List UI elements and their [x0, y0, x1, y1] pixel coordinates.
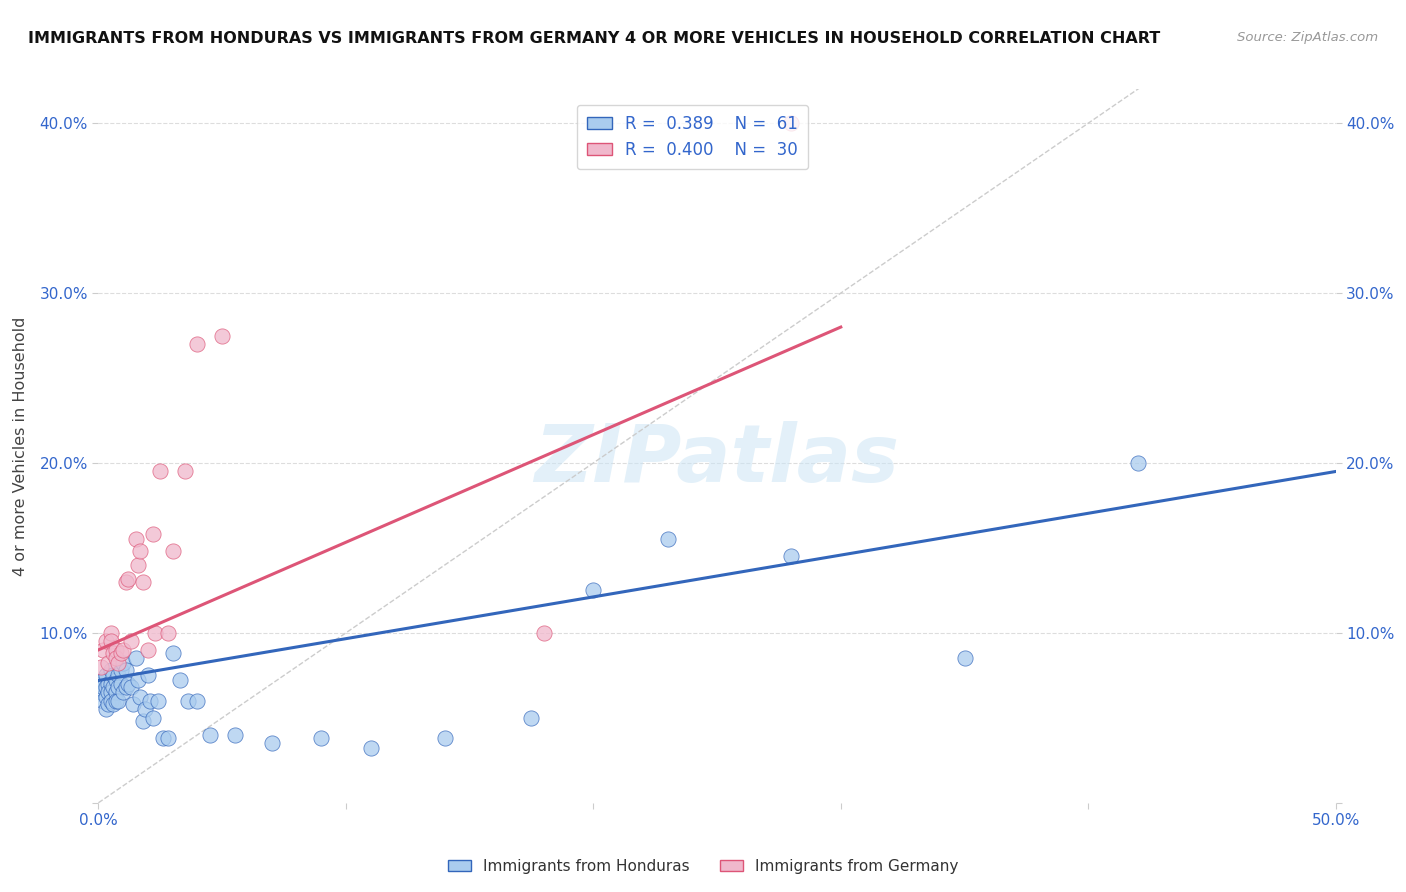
Point: [100, 685, 122, 699]
Point: [94, 634, 117, 648]
Point: [104, 673, 127, 688]
Point: [103, 680, 125, 694]
Point: [124, 533, 146, 547]
Point: [162, 646, 184, 660]
Point: [93, 643, 115, 657]
Point: [100, 626, 122, 640]
Point: [533, 626, 555, 640]
Point: [100, 634, 122, 648]
Point: [107, 657, 129, 671]
Point: [100, 694, 122, 708]
Point: [104, 651, 127, 665]
Point: [112, 685, 135, 699]
Point: [780, 116, 803, 130]
Point: [97, 677, 120, 691]
Point: [127, 558, 149, 572]
Point: [110, 677, 132, 691]
Point: [146, 694, 169, 708]
Point: [433, 731, 456, 746]
Legend: R =  0.389    N =  61, R =  0.400    N =  30: R = 0.389 N = 61, R = 0.400 N = 30: [576, 104, 808, 169]
Point: [136, 668, 159, 682]
Point: [112, 657, 135, 671]
Point: [107, 668, 129, 682]
Point: [100, 677, 122, 691]
Point: [104, 643, 127, 657]
Point: [136, 643, 159, 657]
Point: [176, 694, 198, 708]
Point: [129, 544, 152, 558]
Point: [309, 731, 332, 746]
Text: ZIPatlas: ZIPatlas: [534, 421, 900, 500]
Point: [114, 663, 136, 677]
Point: [174, 465, 197, 479]
Point: [134, 702, 156, 716]
Point: [94, 702, 117, 716]
Point: [186, 694, 208, 708]
Point: [93, 673, 115, 688]
Point: [110, 646, 132, 660]
Point: [100, 663, 122, 677]
Point: [780, 549, 803, 564]
Point: [120, 634, 142, 648]
Point: [114, 680, 136, 694]
Point: [142, 527, 165, 541]
Point: [132, 714, 155, 729]
Text: Source: ZipAtlas.com: Source: ZipAtlas.com: [1237, 31, 1378, 45]
Point: [114, 574, 136, 589]
Point: [152, 731, 174, 746]
Point: [143, 626, 166, 640]
Point: [142, 711, 165, 725]
Point: [103, 698, 125, 712]
Point: [127, 673, 149, 688]
Point: [110, 663, 132, 677]
Point: [104, 685, 127, 699]
Point: [103, 668, 125, 682]
Point: [211, 328, 233, 343]
Point: [360, 741, 382, 756]
Point: [186, 337, 208, 351]
Point: [103, 646, 125, 660]
Point: [93, 694, 115, 708]
Point: [107, 694, 129, 708]
Point: [224, 728, 246, 742]
Point: [107, 680, 129, 694]
Point: [104, 694, 127, 708]
Point: [953, 651, 976, 665]
Point: [93, 680, 115, 694]
Legend: Immigrants from Honduras, Immigrants from Germany: Immigrants from Honduras, Immigrants fro…: [441, 853, 965, 880]
Point: [97, 698, 120, 712]
Point: [156, 731, 179, 746]
Point: [94, 690, 117, 705]
Point: [120, 680, 142, 694]
Point: [97, 657, 120, 671]
Point: [132, 574, 155, 589]
Point: [657, 533, 679, 547]
Text: IMMIGRANTS FROM HONDURAS VS IMMIGRANTS FROM GERMANY 4 OR MORE VEHICLES IN HOUSEH: IMMIGRANTS FROM HONDURAS VS IMMIGRANTS F…: [28, 31, 1160, 46]
Point: [260, 736, 283, 750]
Point: [97, 685, 120, 699]
Y-axis label: 4 or more Vehicles in Household: 4 or more Vehicles in Household: [14, 317, 28, 575]
Point: [122, 698, 145, 712]
Point: [112, 643, 135, 657]
Point: [198, 728, 221, 742]
Point: [169, 673, 191, 688]
Point: [139, 694, 162, 708]
Point: [129, 690, 152, 705]
Point: [117, 572, 139, 586]
Point: [162, 544, 184, 558]
Point: [582, 583, 605, 598]
Point: [90, 660, 112, 674]
Point: [149, 465, 172, 479]
Point: [90, 677, 112, 691]
Point: [1126, 456, 1149, 470]
Point: [117, 677, 139, 691]
Point: [94, 668, 117, 682]
Point: [94, 680, 117, 694]
Point: [156, 626, 179, 640]
Point: [90, 685, 112, 699]
Point: [520, 711, 543, 725]
Point: [124, 651, 146, 665]
